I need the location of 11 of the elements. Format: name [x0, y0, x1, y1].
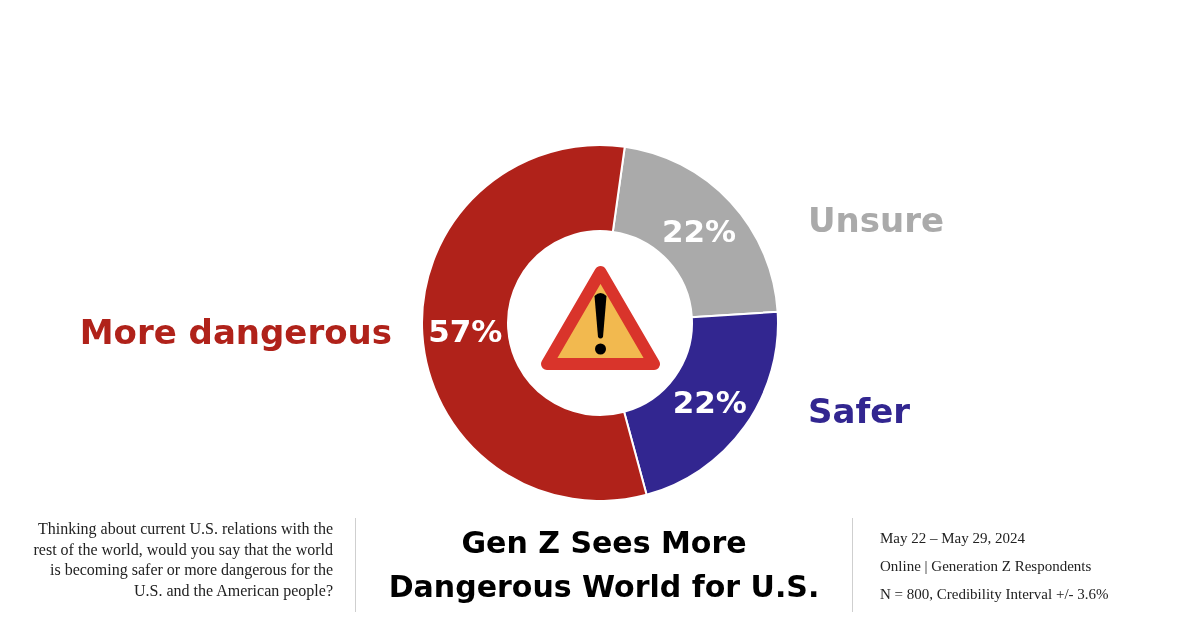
text: N = 800, Credibility Interval +/- 3.6%: [880, 585, 1109, 604]
data-label: 22%: [672, 383, 747, 420]
data-label: 22%: [661, 213, 737, 250]
slice-label: Unsure: [808, 200, 945, 241]
text: Thinking about current U.S. relations with the rest of the world, would you say that the world is becoming safer or more dangerous for the U.S. and the American people?: [32, 519, 333, 601]
text: May 22 – May 29, 2024: [880, 529, 1026, 548]
data-label: 57%: [428, 313, 503, 350]
text: Gen Z Sees More Dangerous World for U.S.: [387, 524, 821, 606]
slice-label: Safer: [808, 391, 911, 432]
slice-label: More dangerous: [79, 312, 392, 353]
text: Online | Generation Z Respondents: [880, 557, 1093, 576]
